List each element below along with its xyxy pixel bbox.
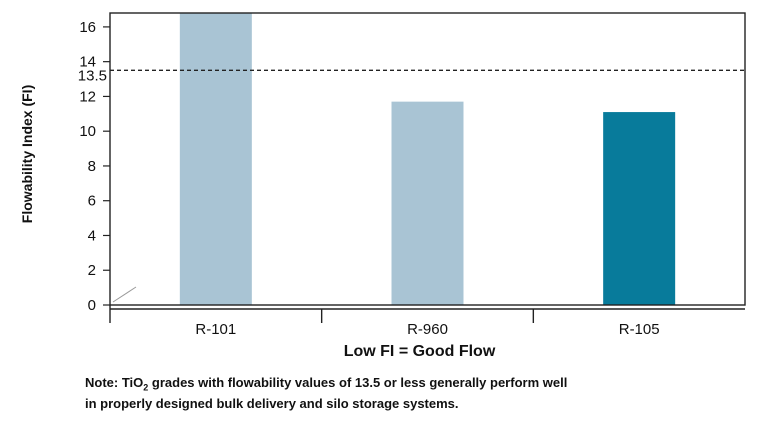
reference-line-label: 13.5: [78, 67, 107, 84]
bar-r-105: [603, 112, 676, 305]
y-tick-label-12: 12: [79, 88, 96, 105]
bar-r-101: [179, 13, 252, 305]
note-line-1-suffix: grades with flowability values of 13.5 o…: [148, 375, 568, 390]
y-tick-label-4: 4: [88, 227, 96, 244]
plot-frame: [109, 12, 746, 306]
x-axis-label: Low FI = Good Flow: [344, 343, 496, 360]
x-label-r-101: R-101: [195, 321, 236, 338]
y-tick-label-0: 0: [88, 297, 96, 314]
y-axis-label: Flowability Index (FI): [19, 85, 35, 223]
note-line-1-prefix: Note: TiO: [85, 375, 144, 390]
x-label-r-960: R-960: [407, 321, 448, 338]
bar-chart: 0 2 4 6 8 10 12 14 16 13.5 R-101 R-960 R-105 Flowa…: [19, 12, 746, 360]
note-line-2: in properly designed bulk delivery and s…: [85, 395, 459, 411]
y-tick-label-16: 16: [79, 19, 96, 36]
y-axis-ticks: 0 2 4 6 8 10 12 14 16: [79, 19, 110, 314]
bars: [179, 13, 676, 306]
axis-corner-mark: [112, 286, 137, 303]
note-subscript: 2: [143, 382, 149, 393]
note-line-1: Note: TiO2 grades with flowability value…: [85, 375, 745, 396]
y-tick-label-10: 10: [79, 123, 96, 140]
bar-r-960: [391, 101, 464, 306]
y-tick-label-14: 14: [79, 54, 96, 71]
y-tick-label-2: 2: [88, 262, 96, 279]
y-tick-label-8: 8: [88, 158, 96, 175]
y-tick-label-6: 6: [88, 193, 96, 210]
x-label-r-105: R-105: [619, 321, 660, 338]
x-axis-ticks: [109, 305, 535, 323]
chart-note: Note: TiO2 grades with flowability value…: [85, 375, 745, 411]
x-axis-category-labels: R-101 R-960 R-105: [195, 321, 659, 338]
